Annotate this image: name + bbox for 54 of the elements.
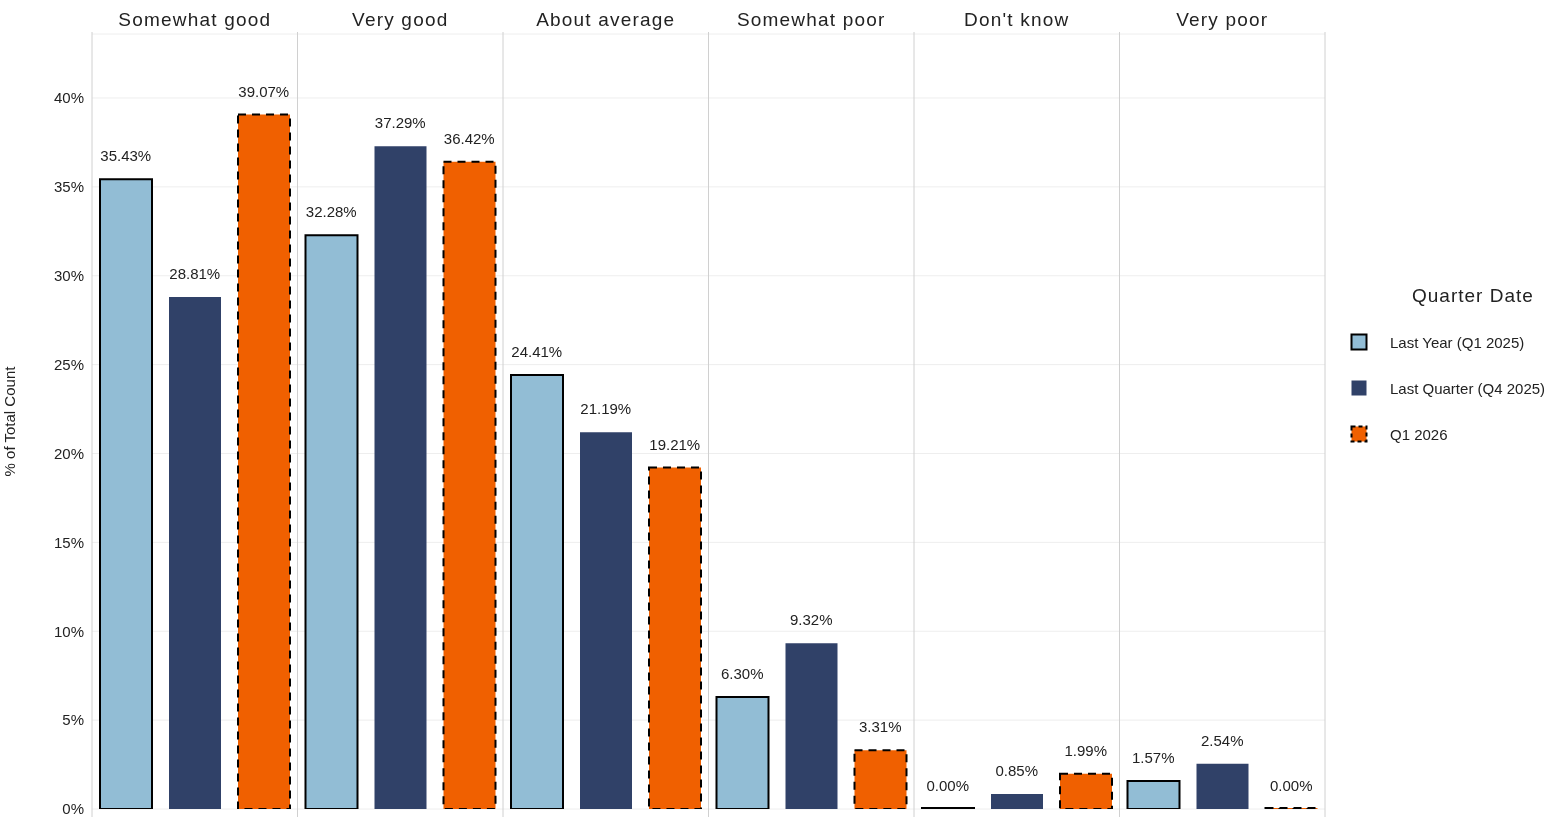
data-label: 9.32% bbox=[789, 611, 833, 629]
y-tick-label: 25% bbox=[53, 355, 84, 373]
bar bbox=[991, 793, 1043, 809]
y-tick-label: 20% bbox=[53, 444, 84, 462]
bar bbox=[237, 113, 291, 809]
data-label: 6.30% bbox=[720, 665, 764, 683]
bar bbox=[1059, 772, 1113, 809]
legend-label: Last Quarter (Q4 2025) bbox=[1390, 379, 1546, 397]
bar bbox=[853, 749, 908, 809]
bar bbox=[304, 234, 359, 809]
bar bbox=[715, 696, 770, 809]
x-tick-label: Very poor bbox=[1176, 9, 1269, 30]
data-label: 1.99% bbox=[1064, 741, 1108, 759]
x-tick-label: Somewhat poor bbox=[736, 9, 886, 30]
bar bbox=[169, 296, 221, 809]
data-label: 3.31% bbox=[858, 718, 902, 736]
y-tick-label: 10% bbox=[53, 622, 84, 640]
data-label: 28.81% bbox=[169, 264, 221, 282]
bar bbox=[648, 466, 702, 809]
legend-title: Quarter Date bbox=[1412, 285, 1535, 307]
y-tick-label: 40% bbox=[53, 89, 84, 107]
y-tick-label: 5% bbox=[62, 711, 84, 729]
data-label: 37.29% bbox=[374, 114, 426, 132]
data-label: 35.43% bbox=[100, 147, 152, 165]
data-label: 0.85% bbox=[995, 761, 1039, 779]
data-label: 32.28% bbox=[305, 203, 357, 221]
legend-label: Q1 2026 bbox=[1390, 425, 1448, 443]
x-tick-label: Somewhat good bbox=[118, 9, 272, 30]
data-label: 39.07% bbox=[238, 82, 290, 100]
data-label: 21.19% bbox=[580, 400, 632, 418]
data-label: 0.00% bbox=[1269, 777, 1313, 794]
y-tick-label: 35% bbox=[53, 178, 84, 196]
bar bbox=[99, 178, 153, 809]
bar bbox=[510, 374, 564, 809]
x-tick-label: About average bbox=[536, 9, 676, 30]
bar bbox=[1126, 780, 1181, 809]
x-tick-label: Don't know bbox=[964, 9, 1070, 30]
data-label: 2.54% bbox=[1200, 731, 1244, 749]
data-label: 1.57% bbox=[1131, 749, 1175, 767]
data-label: 24.41% bbox=[511, 343, 563, 361]
bar bbox=[374, 146, 427, 809]
data-label: 36.42% bbox=[443, 129, 495, 147]
data-label: 19.21% bbox=[649, 435, 701, 453]
data-label: 0.00% bbox=[926, 777, 970, 794]
x-tick-label: Very good bbox=[352, 9, 449, 30]
bar bbox=[442, 160, 497, 809]
bar bbox=[1196, 763, 1249, 809]
bar bbox=[785, 643, 838, 809]
y-tick-label: 0% bbox=[62, 800, 84, 817]
legend-label: Last Year (Q1 2025) bbox=[1390, 333, 1525, 351]
y-tick-label: 15% bbox=[53, 533, 84, 551]
y-axis-title: % of Total Count bbox=[1, 365, 19, 477]
bar bbox=[580, 432, 632, 809]
y-tick-label: 30% bbox=[53, 267, 84, 285]
